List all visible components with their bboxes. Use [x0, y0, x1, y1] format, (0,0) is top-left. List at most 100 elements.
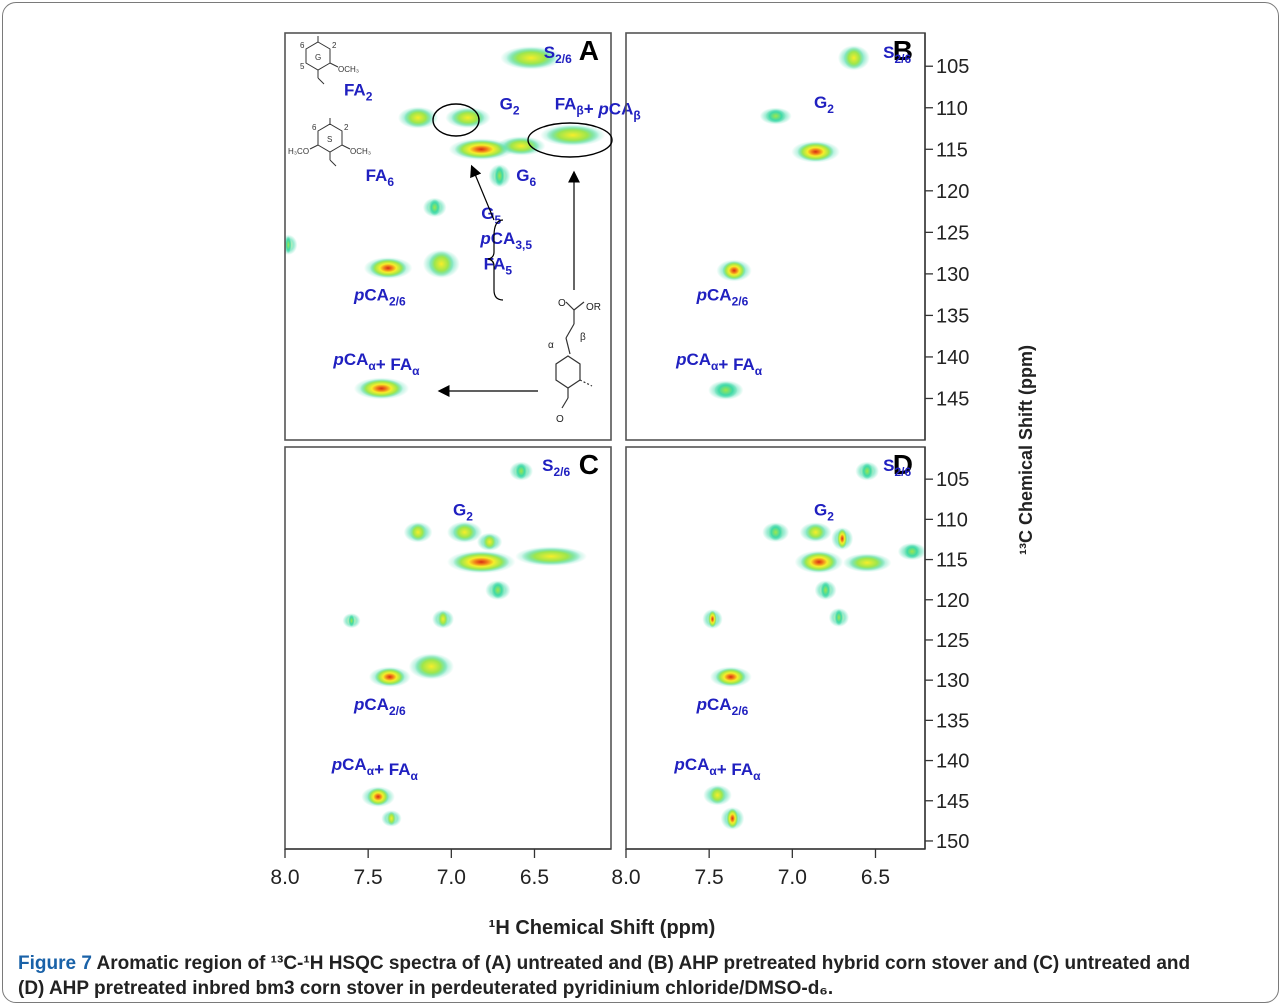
- peak: [409, 523, 427, 542]
- svg-text:H₃CO: H₃CO: [288, 147, 309, 156]
- peak-label: FA5: [484, 255, 513, 278]
- peak: [451, 108, 485, 127]
- svg-text:β: β: [580, 332, 586, 343]
- peak: [848, 554, 886, 571]
- peak: [714, 381, 738, 399]
- peak: [374, 668, 405, 686]
- panel-b-border: [625, 32, 926, 441]
- svg-text:6: 6: [300, 41, 305, 50]
- panel-letter-a: A: [579, 35, 599, 66]
- panel-a-border: [284, 32, 612, 441]
- panel-d-peaks: [702, 461, 925, 830]
- figure-caption-line-1: Figure 7 Aromatic region of ¹³C-¹H HSQC …: [18, 953, 1191, 974]
- peak: [768, 523, 784, 541]
- peak: [837, 528, 848, 549]
- panel-b-peaks: [708, 45, 870, 400]
- fa-beta-highlight-ellipse: [527, 122, 613, 158]
- y-tick-label: 110: [936, 98, 968, 120]
- peak-halo: [924, 577, 925, 582]
- y-tick-label: 125: [936, 222, 969, 244]
- peak: [452, 551, 510, 573]
- syringyl-structure-icon: S 2 6 OCH₃ H₃CO: [288, 118, 371, 167]
- x-tick-label: 6.5: [520, 866, 549, 889]
- y-axis-title: ¹³C Chemical Shift (ppm): [1016, 345, 1036, 555]
- y-tick-label: 140: [936, 751, 969, 773]
- peak-label: pCA2/6: [353, 695, 406, 718]
- peak-label: pCAα+ FAα: [332, 350, 420, 378]
- peak: [843, 46, 864, 70]
- y-tick-label: 125: [936, 630, 969, 652]
- peak-label: pCA2/6: [353, 285, 406, 308]
- y-tick-label: 135: [936, 305, 969, 327]
- peak: [506, 47, 557, 69]
- peak: [805, 523, 826, 541]
- peak: [722, 261, 746, 281]
- peak-label: G2: [814, 93, 834, 116]
- y-tick-label: 110: [936, 509, 968, 531]
- peak: [715, 668, 746, 686]
- g2-highlight-ellipse: [432, 103, 480, 137]
- y-tick-label: 115: [936, 550, 968, 572]
- panel-c-peaks: [342, 461, 588, 827]
- g5-bracket: [487, 219, 504, 301]
- peak-label: pCA3,5: [479, 229, 532, 252]
- peak: [820, 581, 831, 599]
- peak-label: pCA2/6: [696, 695, 749, 718]
- panel-c-border: [284, 446, 612, 850]
- svg-text:OR: OR: [586, 302, 601, 313]
- y-tick-label: 145: [936, 791, 969, 813]
- panel-a-peaks: [285, 46, 606, 400]
- peak: [428, 251, 454, 277]
- peak-label: pCAα+ FAα: [673, 755, 761, 783]
- peak: [515, 463, 528, 480]
- panel-letter-b: B: [893, 35, 913, 66]
- svg-text:OCH₃: OCH₃: [338, 65, 359, 74]
- panel-d-border: [625, 446, 926, 850]
- svg-text:G: G: [315, 53, 321, 62]
- peak-label: pCAα+ FAα: [331, 755, 419, 783]
- y-tick-label: 105: [936, 469, 969, 491]
- peak-label: S2/6: [542, 456, 570, 479]
- peak: [454, 139, 508, 159]
- svg-text:O: O: [558, 298, 566, 309]
- peak-label: G5: [481, 204, 501, 227]
- peak-label: S2/6: [883, 43, 911, 66]
- guaiacyl-structure-icon: G 2 6 5 OCH₃: [300, 36, 359, 85]
- x-tick-label: 7.5: [354, 866, 383, 889]
- peak: [414, 654, 448, 679]
- peak: [502, 137, 540, 155]
- y-tick-label: 115: [936, 139, 968, 161]
- x-tick-label: 6.5: [861, 866, 890, 889]
- y-tick-label: 150: [936, 831, 969, 853]
- peak-label: pCA2/6: [696, 285, 749, 308]
- svg-text:O: O: [556, 414, 564, 425]
- peak-label: FAβ+ pCAβ: [555, 94, 641, 122]
- y-tick-label: 135: [936, 710, 969, 732]
- panel-letter-c: C: [579, 449, 599, 480]
- peak: [546, 125, 600, 145]
- peak: [861, 463, 873, 480]
- peak: [494, 165, 505, 187]
- x-tick-label: 8.0: [611, 866, 640, 889]
- peak-label: G2: [453, 500, 473, 523]
- peak: [452, 522, 477, 542]
- svg-text:2: 2: [344, 123, 349, 132]
- y-tick-label: 140: [936, 347, 969, 369]
- peak: [491, 581, 505, 599]
- peak: [797, 142, 834, 162]
- arrow-to-g5: [470, 164, 495, 221]
- peak: [482, 534, 497, 550]
- peak: [359, 379, 404, 398]
- peak: [387, 811, 396, 826]
- peak: [438, 611, 448, 628]
- peak: [521, 547, 582, 565]
- peak-label: G6: [516, 166, 536, 189]
- peak: [834, 609, 844, 626]
- svg-text:5: 5: [300, 62, 305, 71]
- peak-label: pCAα+ FAα: [675, 350, 763, 378]
- peak-label: G2: [814, 500, 834, 523]
- peak: [765, 109, 786, 124]
- y-tick-label: 145: [936, 388, 969, 410]
